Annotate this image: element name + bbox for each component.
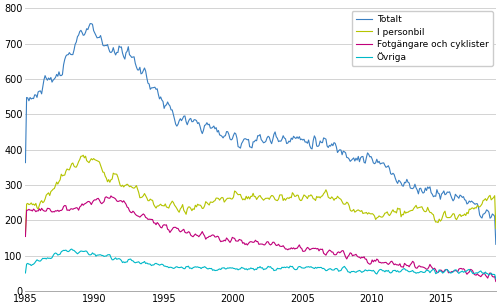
Fotgängare och cyklister bbox=[181, 227, 187, 231]
Fotgängare och cyklister bbox=[368, 262, 374, 265]
Fotgängare och cyklister bbox=[354, 254, 360, 258]
I personbil bbox=[354, 209, 360, 212]
I personbil bbox=[493, 227, 499, 230]
Fotgängare och cyklister bbox=[285, 248, 291, 252]
Totalt bbox=[87, 22, 93, 26]
Övriga bbox=[181, 267, 187, 270]
Totalt bbox=[354, 158, 360, 162]
Fotgängare och cyklister bbox=[22, 235, 28, 238]
Line: I personbil: I personbil bbox=[26, 155, 496, 233]
Övriga bbox=[354, 270, 360, 273]
I personbil bbox=[368, 212, 374, 216]
Line: Övriga: Övriga bbox=[26, 249, 496, 279]
Fotgängare och cyklister bbox=[446, 271, 452, 274]
Fotgängare och cyklister bbox=[164, 227, 170, 231]
Övriga bbox=[68, 247, 74, 251]
Legend: Totalt, I personbil, Fotgängare och cyklister, Övriga: Totalt, I personbil, Fotgängare och cykl… bbox=[352, 11, 493, 66]
Line: Fotgängare och cyklister: Fotgängare och cyklister bbox=[26, 196, 496, 282]
Totalt bbox=[446, 190, 452, 194]
I personbil bbox=[181, 209, 187, 212]
I personbil bbox=[80, 153, 86, 157]
Övriga bbox=[368, 269, 374, 272]
Totalt bbox=[181, 114, 187, 118]
Övriga bbox=[164, 265, 170, 269]
Totalt bbox=[164, 100, 170, 104]
Övriga bbox=[22, 271, 28, 275]
Övriga bbox=[285, 265, 291, 269]
Totalt bbox=[368, 155, 374, 158]
Totalt bbox=[285, 141, 291, 145]
Övriga bbox=[493, 277, 499, 281]
I personbil bbox=[164, 205, 170, 209]
Totalt bbox=[22, 161, 28, 164]
I personbil bbox=[285, 196, 291, 200]
Fotgängare och cyklister bbox=[493, 280, 499, 283]
Övriga bbox=[446, 271, 452, 274]
I personbil bbox=[446, 216, 452, 219]
Totalt bbox=[493, 242, 499, 246]
Fotgängare och cyklister bbox=[108, 194, 114, 198]
I personbil bbox=[22, 231, 28, 235]
Line: Totalt: Totalt bbox=[26, 24, 496, 244]
